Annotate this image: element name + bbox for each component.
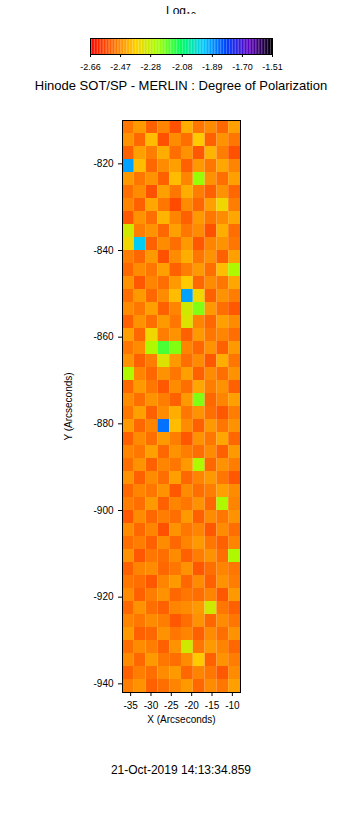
svg-text:X (Arcseconds): X (Arcseconds) [147,714,215,725]
svg-text:-10: -10 [225,700,240,711]
svg-text:-920: -920 [93,591,113,602]
svg-text:-20: -20 [184,700,199,711]
svg-text:-1.70: -1.70 [232,62,253,72]
svg-text:-30: -30 [144,700,159,711]
svg-text:-940: -940 [93,678,113,689]
html-text:Log10: Log10 [166,4,196,21]
svg-text:-1.89: -1.89 [202,62,223,72]
svg-text:-900: -900 [93,505,113,516]
svg-text:-2.66: -2.66 [80,62,101,72]
svg-text:-860: -860 [93,331,113,342]
svg-text:-880: -880 [93,418,113,429]
svg-text:-820: -820 [93,158,113,169]
svg-text:-2.08: -2.08 [172,62,193,72]
html-text:Hinode SOT/SP - MERLIN : Degre: Hinode SOT/SP - MERLIN : Degree of Polar… [34,78,328,93]
svg-text:-840: -840 [93,245,113,256]
svg-text:-35: -35 [123,700,138,711]
svg-text:-2.47: -2.47 [110,62,131,72]
svg-text:-25: -25 [164,700,179,711]
svg-text:-1.51: -1.51 [262,62,283,72]
svg-text:-15: -15 [205,700,220,711]
svg-text:Y (Arcseconds): Y (Arcseconds) [63,372,74,440]
svg-text:-2.28: -2.28 [140,62,161,72]
html-text:21-Oct-2019 14:13:34.859: 21-Oct-2019 14:13:34.859 [110,763,251,777]
